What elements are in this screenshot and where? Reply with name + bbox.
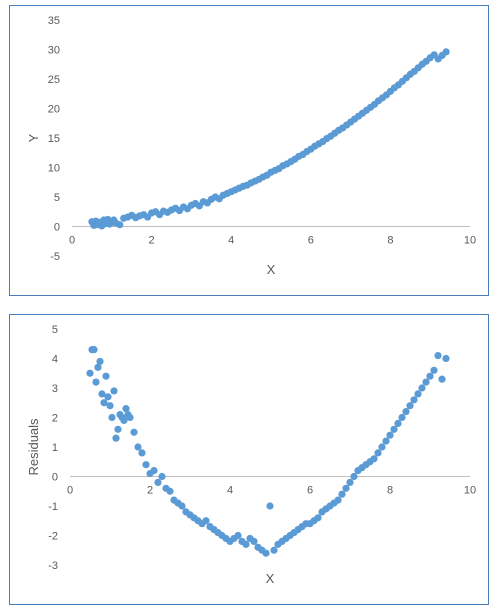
data-point <box>114 425 122 433</box>
data-point <box>102 372 110 380</box>
data-point <box>314 514 322 522</box>
data-point <box>108 413 116 422</box>
y-tick-label: 0 <box>52 472 58 484</box>
data-point <box>342 484 350 492</box>
y-tick-label: -2 <box>48 531 58 543</box>
data-point <box>106 402 114 410</box>
y-tick-label: 10 <box>48 163 60 175</box>
data-point <box>422 378 430 386</box>
data-point <box>430 366 438 374</box>
data-point <box>434 351 442 360</box>
data-point <box>166 487 174 495</box>
data-point <box>442 48 450 56</box>
data-point <box>270 546 278 554</box>
y-tick-label: -1 <box>48 501 58 513</box>
data-point <box>100 399 108 407</box>
data-point <box>426 372 434 380</box>
data-point <box>94 363 102 371</box>
chart-panel-bottom: 0 2 4 6 8 10 -3 -2 -1 0 1 2 3 4 5 X Residuals <box>9 314 489 605</box>
y-tick-label: -3 <box>48 560 58 572</box>
data-point <box>262 549 270 557</box>
data-point <box>154 478 162 486</box>
data-point <box>374 449 382 457</box>
data-point <box>126 413 134 422</box>
y-tick-label: 20 <box>48 104 60 116</box>
data-point <box>382 437 390 445</box>
data-point <box>130 428 138 436</box>
data-point <box>92 378 100 386</box>
y-tick-label: 5 <box>52 324 58 336</box>
data-point <box>250 537 258 545</box>
data-point <box>110 387 118 395</box>
data-point <box>138 449 146 457</box>
x-tick-label: 4 <box>228 235 234 247</box>
x-axis-title: X <box>266 571 275 586</box>
y-tick-label: 3 <box>52 383 58 395</box>
data-point <box>266 502 274 510</box>
data-point <box>402 408 410 416</box>
data-point <box>120 416 128 425</box>
data-point <box>390 425 398 433</box>
x-tick-label: 8 <box>387 235 393 247</box>
data-point <box>90 346 98 354</box>
x-tick-label: 0 <box>69 235 75 247</box>
x-tick-label: 10 <box>464 235 476 247</box>
data-point <box>122 405 130 413</box>
data-point <box>438 375 446 383</box>
chart-panel-top: 0 2 4 6 8 10 -5 0 5 10 15 20 25 30 35 X Y <box>9 5 489 296</box>
data-point <box>398 413 406 422</box>
data-point <box>104 393 112 401</box>
x-tick-label: 0 <box>67 485 73 497</box>
data-point <box>96 357 104 366</box>
data-point <box>418 384 426 392</box>
data-point <box>142 461 150 469</box>
data-point <box>234 531 242 540</box>
x-tick-label: 2 <box>149 235 155 247</box>
data-point <box>346 478 354 486</box>
data-point <box>116 221 124 229</box>
y-tick-label: 2 <box>52 413 58 425</box>
x-tick-label: 10 <box>464 485 476 497</box>
y-tick-label: 25 <box>48 74 60 86</box>
x-tick-label: 2 <box>147 485 153 497</box>
data-point <box>334 496 342 504</box>
data-point <box>350 472 358 481</box>
y-tick-label: -5 <box>50 251 60 263</box>
data-point <box>86 369 94 377</box>
x-tick-label: 8 <box>387 485 393 497</box>
data-point <box>178 502 186 510</box>
chart-fitted-y: 0 2 4 6 8 10 -5 0 5 10 15 20 25 30 35 X Y <box>26 15 476 277</box>
x-axis-title: X <box>267 262 276 277</box>
x-tick-label: 6 <box>307 485 313 497</box>
y-tick-label: 30 <box>48 45 60 57</box>
chart-residuals: 0 2 4 6 8 10 -3 -2 -1 0 1 2 3 4 5 X Residuals <box>26 324 476 586</box>
data-point <box>442 354 450 363</box>
data-point <box>112 434 120 442</box>
y-axis-title: Residuals <box>26 418 41 476</box>
y-tick-label: 4 <box>52 354 58 366</box>
data-point <box>338 490 346 498</box>
data-point <box>134 443 142 451</box>
y-axis-title: Y <box>26 133 41 142</box>
y-tick-label: 0 <box>54 222 60 234</box>
x-tick-label: 6 <box>308 235 314 247</box>
y-tick-label: 35 <box>48 15 60 27</box>
data-point <box>378 443 386 451</box>
data-point <box>98 390 106 398</box>
data-point <box>158 472 166 481</box>
data-point <box>410 396 418 404</box>
data-point <box>150 467 158 475</box>
data-point <box>202 517 210 525</box>
y-tick-label: 5 <box>54 192 60 204</box>
data-point <box>406 402 414 410</box>
data-point <box>394 419 402 427</box>
data-point <box>414 390 422 398</box>
y-tick-label: 15 <box>48 133 60 145</box>
y-tick-label: 1 <box>52 442 58 454</box>
data-point <box>242 540 250 548</box>
data-point <box>370 455 378 463</box>
x-tick-label: 4 <box>227 485 233 497</box>
data-point <box>386 431 394 439</box>
